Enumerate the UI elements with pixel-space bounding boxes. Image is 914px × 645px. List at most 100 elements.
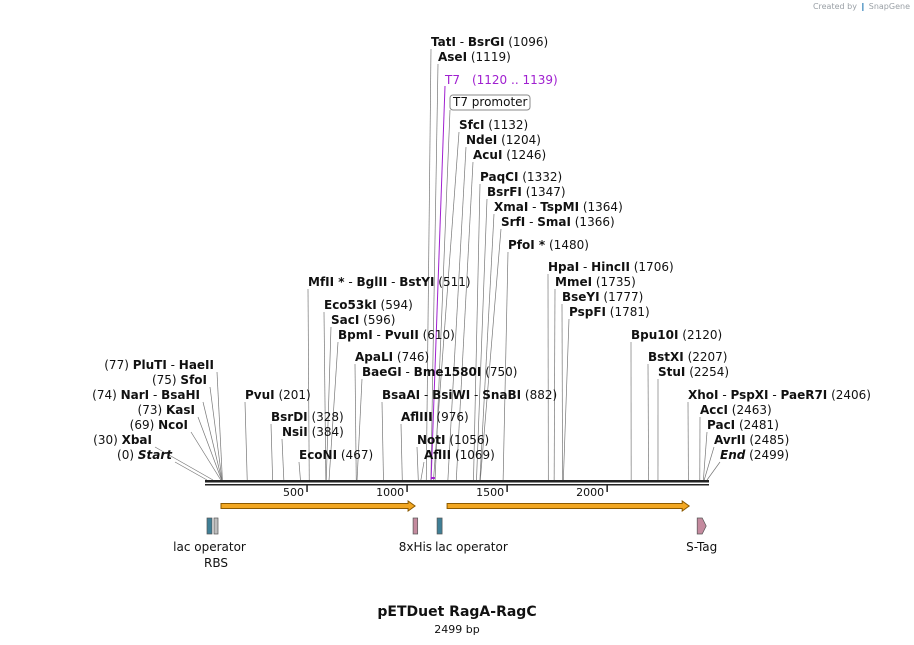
- cds-arrow-1: [220, 500, 416, 512]
- feature-lac-operator-1: [206, 517, 213, 535]
- site-leader-lines: [154, 48, 721, 481]
- site-position: (1781): [606, 305, 650, 319]
- site-position: (73): [138, 403, 166, 417]
- site-leader-noti: [416, 446, 419, 481]
- site-leader-bsaai-bsiwi-snabi: [381, 401, 384, 481]
- site-label-xhoi-pspxi-paer7i: XhoI - PspXI - PaeR7I (2406): [688, 388, 871, 402]
- site-leader-bstxi: [647, 363, 649, 481]
- backbone-top-strand: [205, 480, 709, 483]
- enzyme-name: SfoI: [180, 373, 207, 387]
- site-position: (750): [481, 365, 517, 379]
- enzyme-name: EcoNI: [299, 448, 337, 462]
- site-label-sfci: SfcI (1132): [459, 118, 528, 132]
- enzyme-name: PacI: [707, 418, 735, 432]
- site-position: (2207): [684, 350, 728, 364]
- plasmid-title: pETDuet RagA-RagC: [377, 604, 537, 620]
- site-leader-pfoi: [502, 251, 509, 481]
- enzyme-name: NsiI: [282, 425, 308, 439]
- enzyme-name: BsrDI: [271, 410, 308, 424]
- site-label-saci: SacI (596): [331, 313, 395, 327]
- site-leader-acui: [455, 161, 474, 481]
- enzyme-name: Bme1580I: [414, 365, 482, 379]
- enzyme-name: BsrFI: [487, 185, 522, 199]
- site-leader-pvui: [244, 401, 248, 481]
- snapgene-brand: Created by ❙ SnapGene: [813, 2, 910, 11]
- enzyme-name: NdeI: [466, 133, 497, 147]
- site-position: (1056): [446, 433, 490, 447]
- enzyme-name: BsiWI: [432, 388, 470, 402]
- site-position: (384): [308, 425, 344, 439]
- site-leader-xmai-tspmi: [479, 213, 495, 481]
- site-label-bsrdi: BsrDI (328): [271, 410, 344, 424]
- site-leader-end: [706, 461, 721, 481]
- feature-8xhis-3: [412, 517, 419, 535]
- site-position: (1119): [467, 50, 511, 64]
- site-position: -: [525, 215, 537, 229]
- enzyme-name: HaeII: [179, 358, 214, 372]
- site-label-hpai-hincii: HpaI - HincII (1706): [548, 260, 674, 274]
- site-position: -: [769, 388, 781, 402]
- enzyme-name: BstXI: [648, 350, 684, 364]
- site-label-baegi-bme1580i: BaeGI - Bme1580I (750): [362, 365, 517, 379]
- promoter-leader: [434, 109, 451, 481]
- enzyme-name: ApaLI: [355, 350, 393, 364]
- site-position: (2485): [746, 433, 790, 447]
- site-label-noti: NotI (1056): [417, 433, 489, 447]
- site-position: -: [456, 35, 468, 49]
- site-label-srfi-smai: SrfI - SmaI (1366): [501, 215, 615, 229]
- enzyme-name: KasI: [166, 403, 195, 417]
- ruler-label-1500: 1500: [476, 486, 504, 499]
- site-label-afliii: AflIII (976): [401, 410, 469, 424]
- site-leader-paqci: [473, 183, 481, 481]
- site-position: -: [528, 200, 540, 214]
- feature-label-lac-operator-1: lac operator: [173, 540, 246, 554]
- enzyme-name: PfoI *: [508, 238, 546, 252]
- primer-range: (1120 .. 1139): [472, 73, 558, 87]
- promoter-box: [449, 94, 531, 111]
- site-position: (746): [393, 350, 429, 364]
- feature-lac-operator-4: [436, 517, 443, 535]
- site-label-eco53ki: Eco53kI (594): [324, 298, 413, 312]
- site-position: (74): [92, 388, 120, 402]
- site-leader-saci: [325, 326, 332, 481]
- enzyme-name: PspXI: [730, 388, 768, 402]
- site-label-bpmi-pvuii: BpmI - PvuII (610): [338, 328, 455, 342]
- site-leader-asei: [430, 63, 439, 481]
- feature-label-lac-operator-4: lac operator: [435, 540, 508, 554]
- site-label-bsrfi: BsrFI (1347): [487, 185, 566, 199]
- enzyme-name: BaeGI: [362, 365, 402, 379]
- site-label-pfoi: PfoI * (1480): [508, 238, 589, 252]
- primer-leader: [430, 85, 446, 481]
- site-leader-kasi: [197, 416, 222, 481]
- site-position: -: [579, 260, 591, 274]
- site-label-ndei: NdeI (1204): [466, 133, 541, 147]
- site-leader-bpmi-pvuii: [328, 341, 339, 481]
- enzyme-name: BpmI: [338, 328, 373, 342]
- enzyme-name: NotI: [417, 433, 446, 447]
- site-leader-nari-bsahi: [202, 401, 223, 481]
- site-position: -: [470, 388, 482, 402]
- site-leader-bsrfi: [476, 198, 488, 481]
- site-leader-afliii: [400, 423, 403, 481]
- enzyme-name: TspMI: [540, 200, 579, 214]
- enzyme-name: NcoI: [158, 418, 188, 432]
- enzyme-name: XhoI: [688, 388, 719, 402]
- site-position: (2120): [678, 328, 722, 342]
- enzyme-name: NarI: [121, 388, 150, 402]
- site-leader-sfoi: [209, 386, 223, 481]
- enzyme-name: AseI: [438, 50, 467, 64]
- promoter-label: T7 promoter: [452, 95, 528, 109]
- enzyme-name: AccI: [700, 403, 728, 417]
- site-position: (2254): [685, 365, 729, 379]
- enzyme-name: AflII: [424, 448, 451, 462]
- enzyme-name: AvrII: [714, 433, 746, 447]
- enzyme-name: SacI: [331, 313, 359, 327]
- site-position: (30): [93, 433, 121, 447]
- site-position: (1204): [497, 133, 541, 147]
- site-label-start: (0) Start: [117, 448, 173, 462]
- site-position: (1132): [484, 118, 528, 132]
- site-label-nsii: NsiI (384): [282, 425, 344, 439]
- site-label-mfii-bglii-bstyi: MfII * - BglII - BstYI (511): [308, 275, 471, 289]
- site-position: -: [149, 388, 161, 402]
